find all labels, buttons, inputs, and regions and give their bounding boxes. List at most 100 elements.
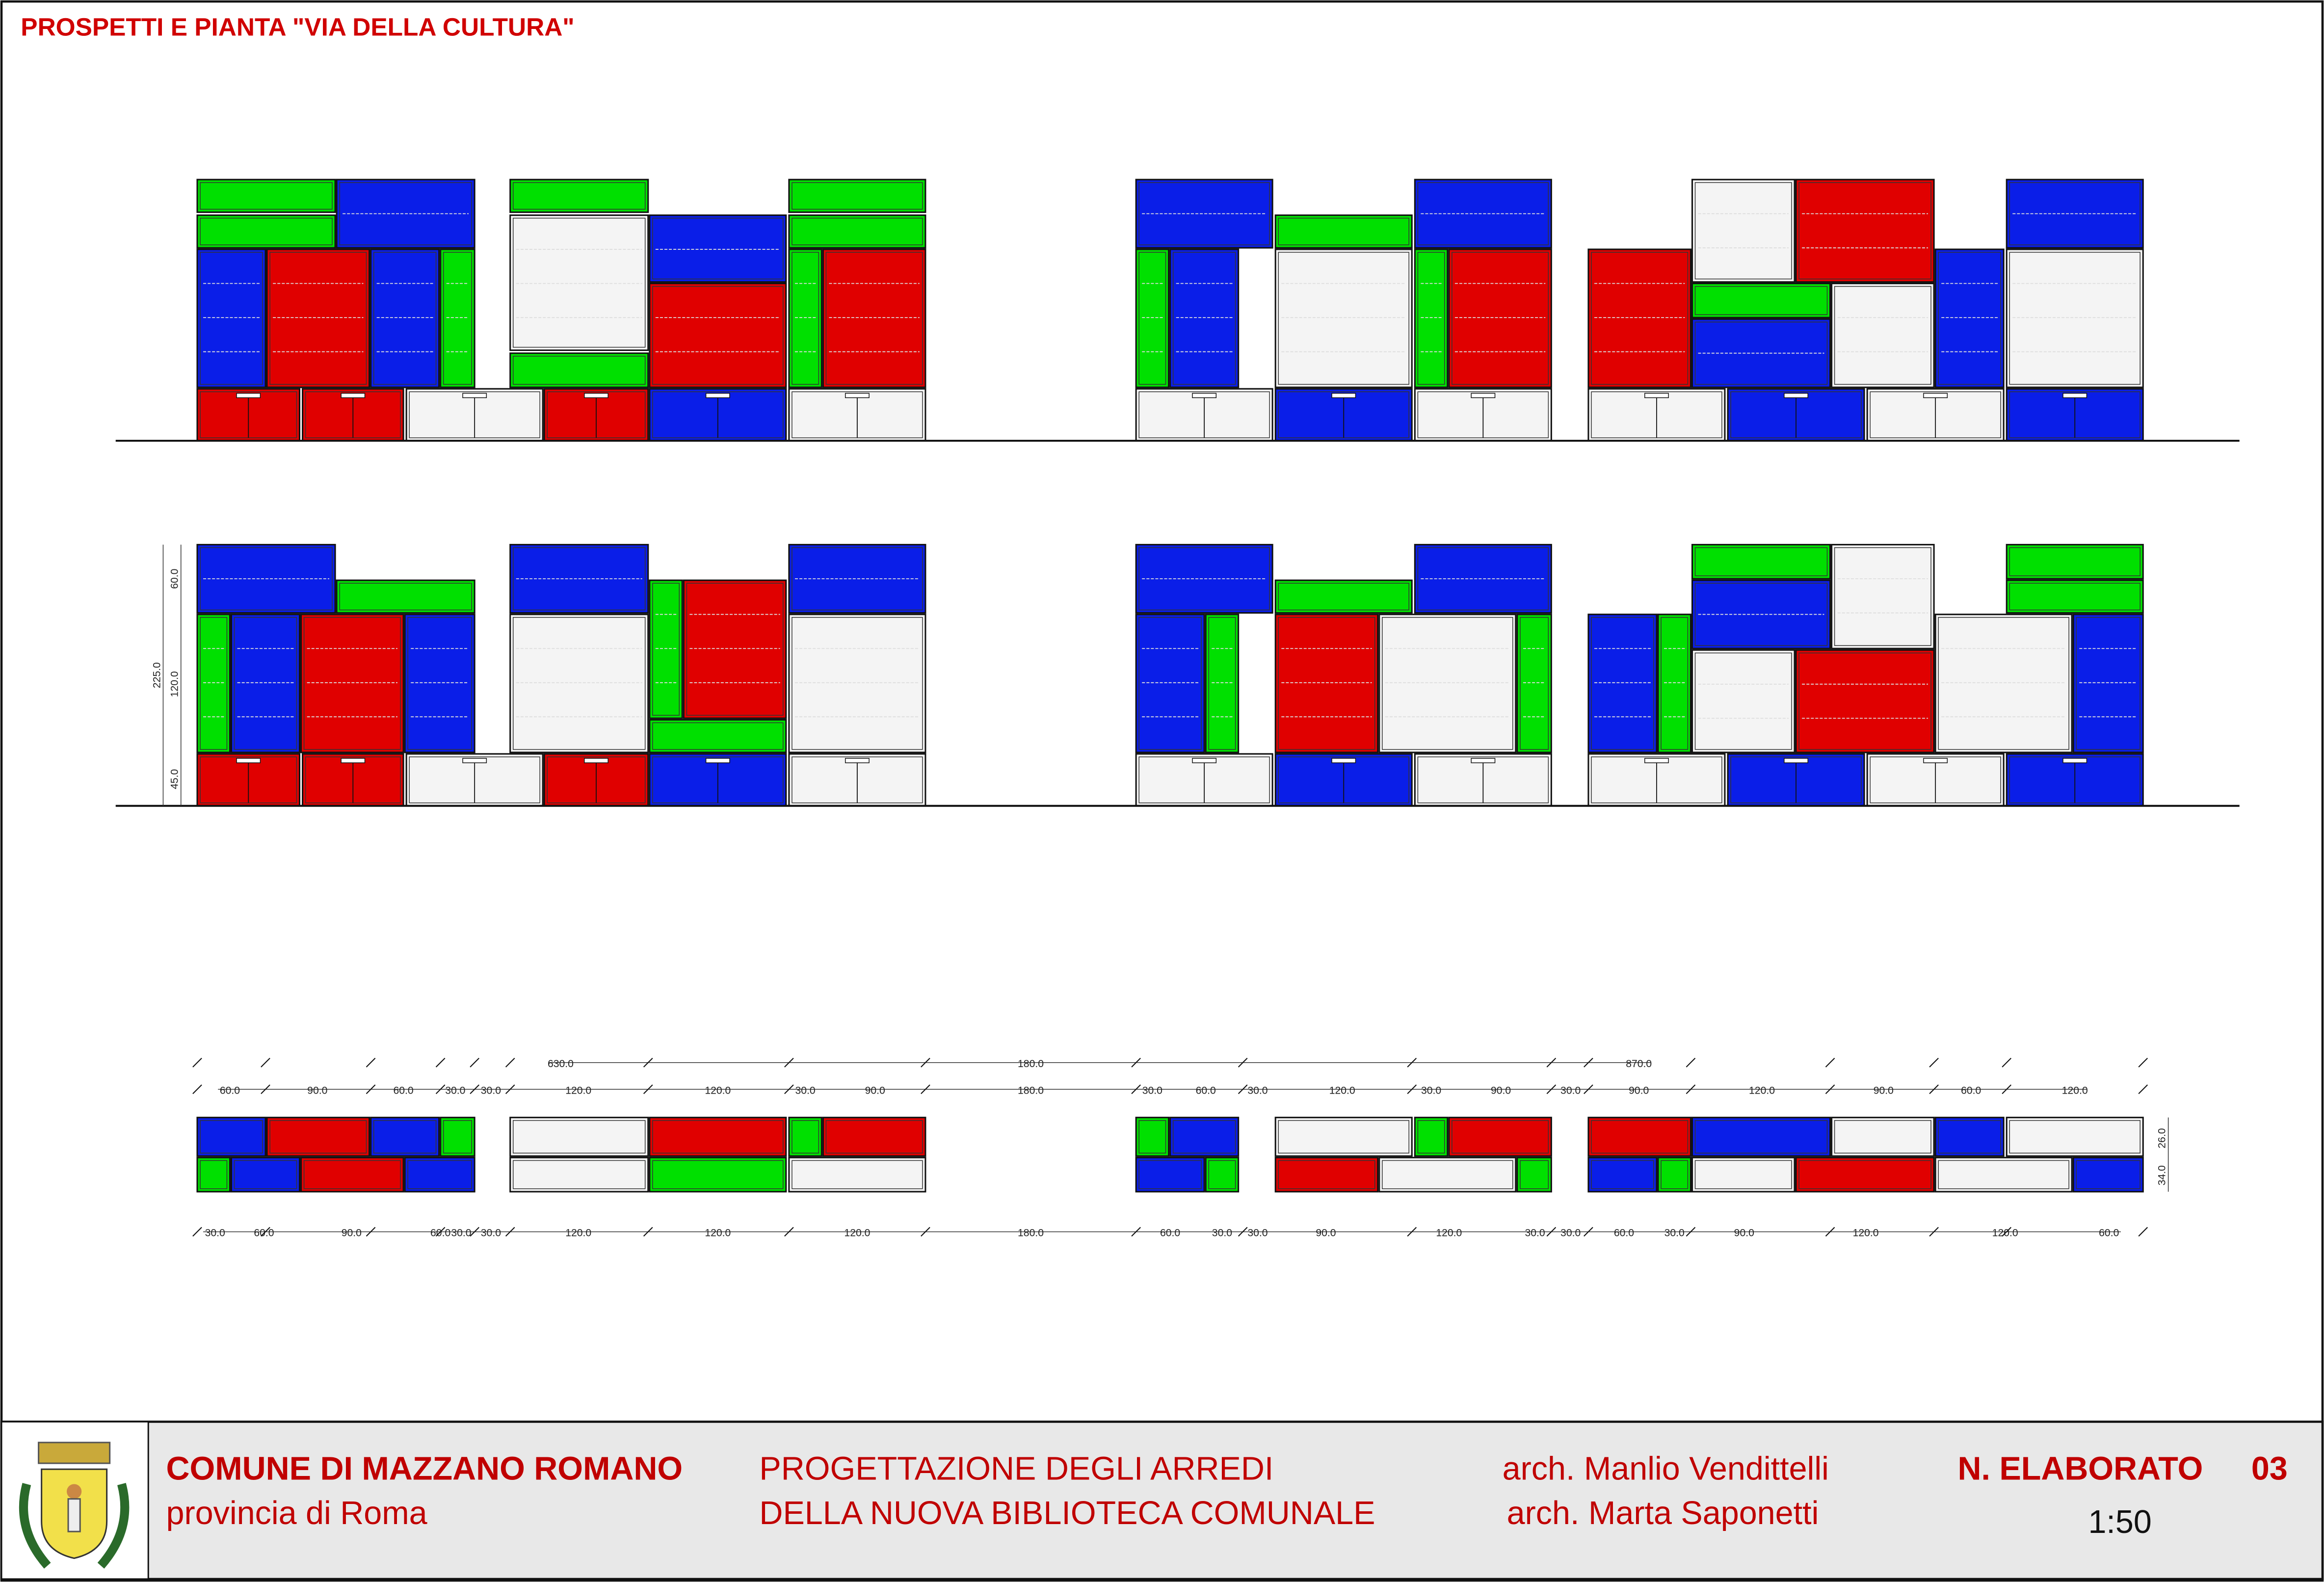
dimension-tick [1929,1084,1939,1095]
module-inner [1278,1160,1375,1189]
module [1205,614,1240,753]
module [1169,1117,1240,1157]
module-inner [2009,252,2140,385]
module [2072,1156,2144,1193]
handle [705,758,730,763]
module [1831,1117,1935,1157]
module-inner [652,583,680,716]
dimension-tick [192,1084,202,1095]
module [1448,248,1552,388]
module-inner [512,355,646,385]
module-inner [1417,182,1549,245]
module [1516,1156,1552,1193]
module-inner [1694,286,1828,315]
module [1934,1156,2073,1193]
module-inner [792,182,923,210]
module-inner [1834,1120,1931,1153]
module [266,248,370,388]
module-inner [1938,1160,2069,1189]
dimension-label: 30.0 [1560,1085,1581,1096]
dimension-tick [505,1227,515,1237]
handle [1471,758,1496,763]
dimension-label: 630.0 [548,1058,574,1070]
handle [236,393,261,399]
dimension-label: 30.0 [795,1085,816,1096]
module [509,1156,649,1193]
handle [1644,758,1669,763]
module-inner [1520,1160,1549,1189]
dimension-tick [2138,1057,2148,1068]
dimension-tick [1131,1227,1141,1237]
dimension-label: 120.0 [565,1228,591,1239]
module-inner [443,1120,472,1153]
dimension-label: 30.0 [1664,1228,1685,1239]
module [1135,1117,1170,1157]
dimension-tick [2138,1084,2148,1095]
dimension-label: 90.0 [307,1085,327,1096]
module [509,352,649,388]
dimension-tick [784,1084,794,1095]
module-inner [2076,1160,2140,1189]
module [1691,179,1796,283]
dimension-label: 45.0 [169,769,181,789]
module [649,1156,787,1193]
module-inner [1694,322,1828,385]
module-inner [1834,547,1931,646]
module-inner [1278,617,1375,750]
module-inner [1694,547,1828,576]
dimension-label: 30.0 [1212,1228,1232,1239]
module [440,1117,475,1157]
dimension-label: 30.0 [1142,1085,1162,1096]
dimension-label: 30.0 [1560,1228,1581,1239]
dimension-label: 120.0 [705,1228,731,1239]
dimension-label: 90.0 [1734,1228,1754,1239]
module-inner [512,1160,646,1189]
module-inner [2009,1120,2140,1153]
module-inner [200,182,333,210]
handle [2062,758,2087,763]
module-inner [1382,617,1513,750]
module [1831,282,1935,388]
module-inner [1938,617,2069,750]
module [1274,248,1413,388]
module-inner [792,1120,819,1153]
dimension-label: 30.0 [481,1228,501,1239]
module-inner [1591,1120,1689,1153]
module [509,214,649,351]
module-inner [1138,182,1270,245]
project-title: DELLA NUOVA BIBLIOTECA COMUNALE [759,1495,1375,1531]
module-inner [652,722,784,750]
handle [462,393,487,399]
module [1274,614,1379,753]
module [2006,248,2144,388]
dimension-tick [1825,1227,1835,1237]
dimension-tick [1546,1084,1557,1095]
module-inner [1417,252,1445,385]
module-inner [234,1160,297,1189]
laurel [19,1483,130,1569]
module-inner [1520,617,1549,750]
module [788,248,822,388]
dimension-label: 120.0 [705,1085,731,1096]
module [1795,1156,1935,1193]
module [440,248,475,388]
module-inner [1138,1120,1166,1153]
module [2006,1117,2144,1157]
dimension-tick [2002,1084,2012,1095]
dimension-label: 34.0 [2157,1165,2168,1185]
module-inner [200,547,333,611]
module [2006,544,2144,580]
dimension-tick [2002,1057,2012,1068]
handle [845,758,870,763]
dimension-label: 90.0 [865,1085,885,1096]
dimension-tick [505,1084,515,1095]
module [230,614,301,753]
module [196,214,336,249]
handle [584,393,608,399]
figure-body [67,1498,81,1532]
module [1205,1156,1240,1193]
dimension-label: 180.0 [1018,1228,1044,1239]
module-inner [1938,1120,2001,1153]
dimension-label: 30.0 [481,1085,501,1096]
